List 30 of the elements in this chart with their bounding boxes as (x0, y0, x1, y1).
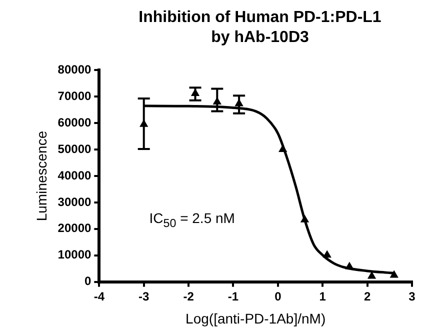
point (368, 272, 376, 279)
y-axis-title: Luminescence (33, 130, 50, 222)
y-tick-label: 60000 (58, 115, 92, 130)
point (235, 99, 244, 106)
x-tick-label: 0 (274, 289, 282, 304)
y-tick-label: 10000 (58, 248, 92, 262)
x-tick-label: -1 (228, 289, 239, 304)
x-tick-label: 1 (319, 289, 326, 304)
chart-title: Inhibition of Human PD-1:PD-L1 by hAb-10D3 (138, 8, 382, 48)
x-tick-label: 3 (408, 289, 416, 304)
x-tick-label: -4 (94, 289, 105, 304)
y-tick-label: 80000 (58, 62, 92, 77)
annotation: IC$_{50}$ = 2.5 nM (149, 210, 235, 230)
y-tick-label: 70000 (58, 88, 92, 103)
point (278, 145, 287, 152)
x-axis-title: Log([anti-PD-1Ab]/nM) (186, 310, 326, 326)
x-tick-label: 2 (364, 289, 371, 304)
y-tick-label: 40000 (58, 168, 92, 182)
x-tick-label: -2 (183, 289, 194, 304)
y-tick-label: 30000 (58, 194, 92, 209)
point (300, 215, 309, 222)
point (140, 120, 148, 127)
point (323, 250, 332, 258)
y-tick-label: 0 (84, 274, 92, 288)
x-tick-label: -3 (138, 289, 150, 304)
point (390, 270, 398, 278)
y-tick-label: 20000 (58, 221, 92, 236)
y-tick-label: 50000 (58, 142, 92, 156)
point (213, 97, 222, 104)
point (345, 262, 354, 270)
